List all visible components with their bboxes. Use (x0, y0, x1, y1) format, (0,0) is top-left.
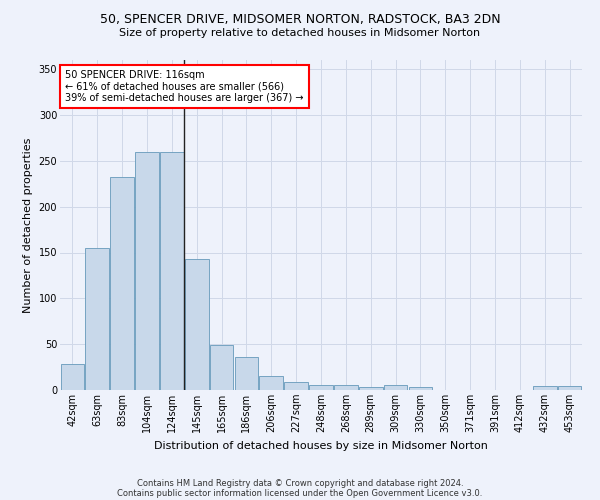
Bar (384, 386, 407, 390)
Bar (409, 387, 432, 390)
Bar (334, 386, 358, 390)
Bar (110, 178, 134, 390)
Bar (309, 384, 333, 390)
Text: 50 SPENCER DRIVE: 116sqm
← 61% of detached houses are smaller (566)
39% of semi-: 50 SPENCER DRIVE: 116sqm ← 61% of detach… (65, 70, 304, 103)
Text: 50, SPENCER DRIVE, MIDSOMER NORTON, RADSTOCK, BA3 2DN: 50, SPENCER DRIVE, MIDSOMER NORTON, RADS… (100, 12, 500, 26)
Text: Size of property relative to detached houses in Midsomer Norton: Size of property relative to detached ho… (119, 28, 481, 38)
Bar (558, 386, 581, 390)
Y-axis label: Number of detached properties: Number of detached properties (23, 138, 33, 312)
Bar (533, 386, 557, 390)
Text: Contains public sector information licensed under the Open Government Licence v3: Contains public sector information licen… (118, 488, 482, 498)
Bar (85, 248, 109, 390)
Bar (61, 364, 84, 390)
Bar (284, 382, 308, 390)
Bar (185, 259, 209, 390)
Bar (210, 345, 233, 390)
Text: Contains HM Land Registry data © Crown copyright and database right 2024.: Contains HM Land Registry data © Crown c… (137, 478, 463, 488)
Bar (135, 152, 159, 390)
Bar (259, 376, 283, 390)
Bar (235, 357, 258, 390)
Bar (160, 152, 184, 390)
Bar (359, 387, 383, 390)
X-axis label: Distribution of detached houses by size in Midsomer Norton: Distribution of detached houses by size … (154, 440, 488, 450)
